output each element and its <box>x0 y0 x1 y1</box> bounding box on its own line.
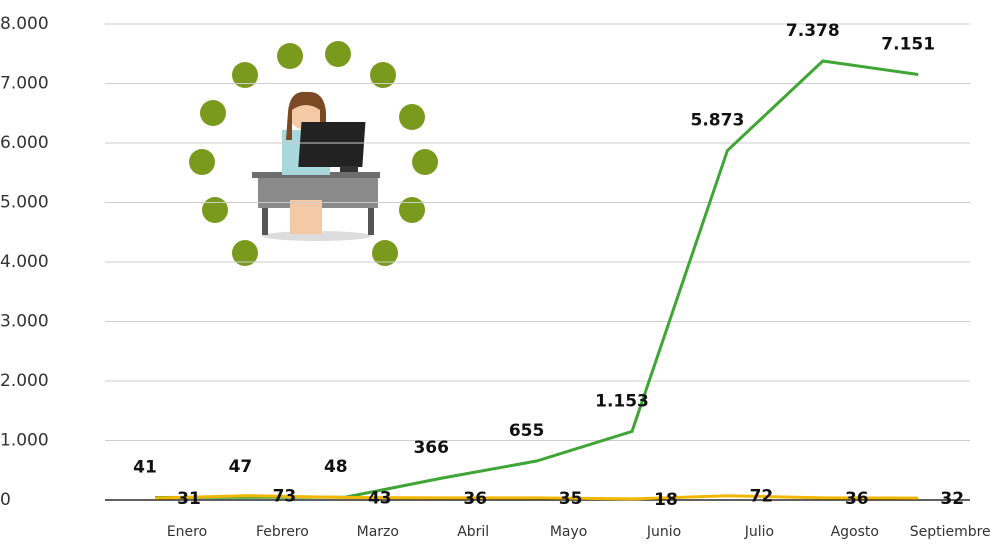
value-label: 655 <box>509 421 545 441</box>
value-label: 73 <box>273 487 297 507</box>
value-label: 35 <box>559 489 583 509</box>
illustration <box>189 41 438 266</box>
y-tick-label: 5.000 <box>0 193 49 213</box>
x-tick-label: Mayo <box>550 524 588 540</box>
value-label: 18 <box>654 490 678 510</box>
value-label: 7.378 <box>786 21 840 41</box>
value-label: 5.873 <box>691 111 745 131</box>
x-tick-label: Julio <box>744 524 774 540</box>
x-tick-label: Febrero <box>256 524 309 540</box>
y-tick-label: 4.000 <box>0 252 49 272</box>
value-label: 47 <box>229 457 253 477</box>
value-label: 41 <box>133 458 157 478</box>
x-tick-label: Enero <box>167 524 207 540</box>
value-label: 36 <box>463 489 487 509</box>
x-tick-label: Abril <box>457 524 489 540</box>
y-tick-label: 8.000 <box>0 14 49 34</box>
y-tick-label: 6.000 <box>0 133 49 153</box>
chart: 0 1.000 2.000 3.000 4.000 5.000 6.000 7.000 8.00… <box>0 0 1003 543</box>
y-tick-label: 0 <box>0 490 11 510</box>
y-tick-label: 2.000 <box>0 371 49 391</box>
x-tick-label: Marzo <box>357 524 399 540</box>
value-label: 36 <box>845 489 869 509</box>
value-label: 31 <box>177 489 201 509</box>
value-label: 43 <box>368 488 392 508</box>
y-tick-label: 3.000 <box>0 312 49 332</box>
y-tick-label: 7.000 <box>0 74 49 94</box>
value-label: 7.151 <box>881 35 935 55</box>
value-label: 48 <box>324 457 348 477</box>
y-tick-label: 1.000 <box>0 431 49 451</box>
x-tick-label: Junio <box>646 524 681 540</box>
value-label: 1.153 <box>595 391 649 411</box>
value-label: 366 <box>413 438 449 458</box>
x-tick-label: Septiembre <box>910 524 991 540</box>
x-tick-label: Agosto <box>831 524 879 540</box>
value-label: 32 <box>940 489 964 509</box>
value-label: 72 <box>750 487 774 507</box>
